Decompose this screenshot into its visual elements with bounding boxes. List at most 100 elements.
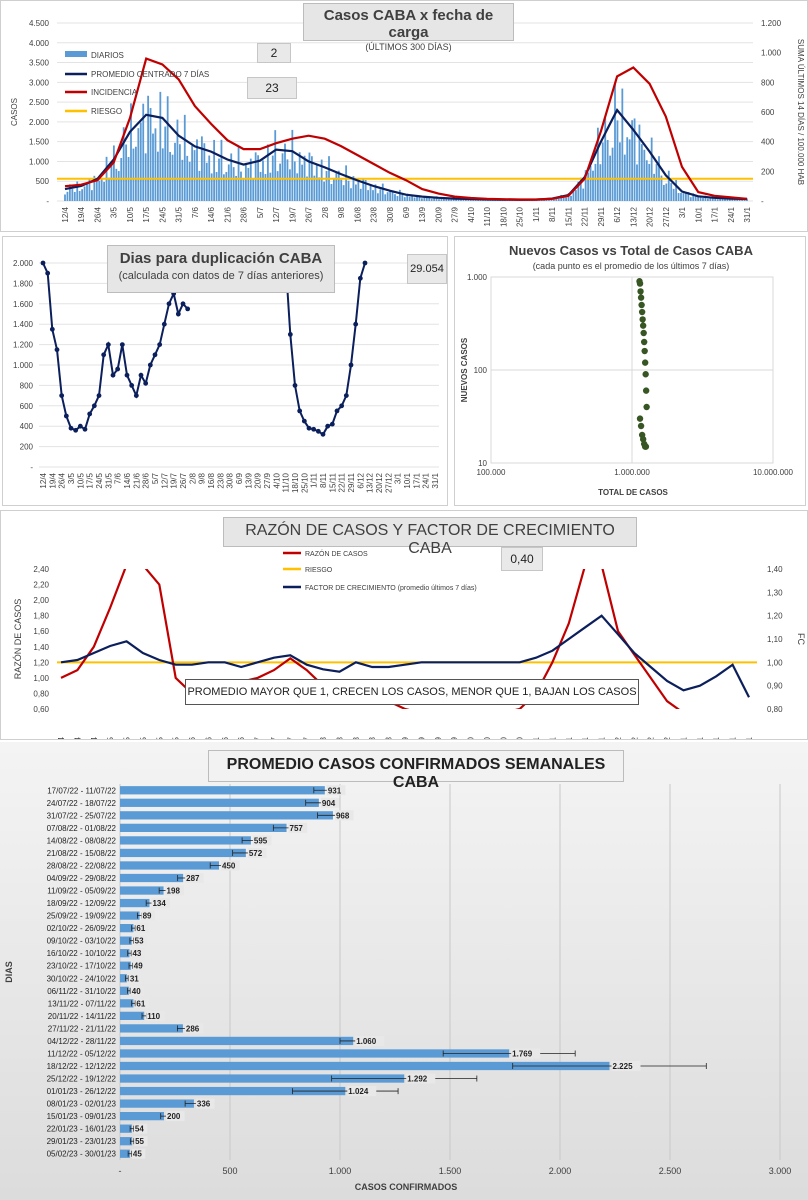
p1-daily-bar <box>682 193 685 201</box>
p2-x-tick-label: 6/12 <box>356 472 365 488</box>
p5-data-label: 198 <box>167 887 181 896</box>
p1-daily-bar <box>457 199 460 201</box>
p1-daily-bar <box>589 165 592 201</box>
p3-scatter-point <box>637 288 644 295</box>
p1-daily-bar <box>428 196 431 201</box>
p1-x-tick-label: 17/1 <box>711 206 720 222</box>
p1-daily-bar <box>306 176 308 201</box>
p1-daily-bar <box>220 139 223 201</box>
p3-scatter-point <box>641 359 649 366</box>
p4-y-tick-label: 1,60 <box>33 627 49 636</box>
p1-daily-bar <box>675 180 678 201</box>
p5-bar <box>120 1011 145 1021</box>
p5-bar <box>120 1036 354 1046</box>
p2-duplicacion-point <box>105 342 111 347</box>
p5-data-label: 54 <box>135 1125 144 1134</box>
p2-duplicacion-point <box>311 426 317 432</box>
p4-x-tick-label: 29/11 <box>598 736 607 740</box>
p5-data-label: 31 <box>130 974 139 983</box>
p5-data-label-bg <box>131 1148 146 1159</box>
p2-duplicacion-point <box>362 260 368 266</box>
p1-daily-bar <box>342 185 345 201</box>
p1-x-tick-label: 28/6 <box>240 206 249 222</box>
p1-y2-tick-label: - <box>761 197 764 206</box>
p5-data-label-bg <box>165 885 185 896</box>
p4-legend-bg <box>279 545 493 597</box>
p2-x-tick-label: 28/6 <box>142 472 151 488</box>
p4-x-tick-label: 20/12 <box>647 736 656 740</box>
p2-y-tick-label: 1.000 <box>13 361 34 370</box>
panel2-title-box: Dias para duplicación CABA (calculada co… <box>107 245 335 293</box>
p5-data-label: 904 <box>322 799 336 808</box>
p1-daily-bar <box>462 199 465 201</box>
p1-daily-bar <box>570 195 572 201</box>
p4-razon-line <box>60 569 680 709</box>
p1-y2-tick-label: 1.200 <box>761 19 782 28</box>
p1-daily-bar <box>582 188 585 201</box>
p1-daily-bar <box>440 198 443 201</box>
p5-data-label: 49 <box>134 962 143 971</box>
razon-factor-chart: 2,40 2,20 2,00 1,80 1,60 1,40 1,20 1,00 0,80 0,60… <box>13 545 806 740</box>
p1-daily-bar <box>447 199 450 201</box>
p1-daily-bar <box>108 177 110 201</box>
p1-y2-axis-label: SUMA ÚLTIMOS 14 DÍAS / 100.000 HAB <box>796 39 805 185</box>
p2-duplicacion-point <box>124 372 130 378</box>
p2-duplicacion-point <box>348 362 354 368</box>
p1-x-tick-label: 24/1 <box>727 206 736 222</box>
p2-y-tick-label: 800 <box>20 381 34 390</box>
p4-y2-axis-label: FC <box>796 633 806 645</box>
panel2-subtitle: (calculada con datos de 7 días anteriore… <box>118 270 324 282</box>
p1-daily-bar <box>724 198 726 201</box>
p1-daily-bar <box>357 180 360 201</box>
p4-y2-tick-label: 1,00 <box>767 658 783 667</box>
p2-duplicacion-point <box>357 275 363 281</box>
p5-x-tick-label: 3.000 <box>769 1166 792 1176</box>
p1-daily-bar <box>736 198 739 201</box>
p4-legend-label: RAZÓN DE CASOS <box>305 549 368 558</box>
p1-daily-bar <box>636 164 638 201</box>
p5-data-label-bg <box>406 1073 436 1084</box>
p5-bar <box>120 1086 346 1096</box>
p2-y-tick-label: 1.600 <box>13 300 34 309</box>
p2-duplicacion-point <box>133 393 139 398</box>
p1-x-tick-label: 3/5 <box>110 206 119 218</box>
dias-duplicacion-chart: 2.000 1.800 1.600 1.400 1.200 1.000 800 600 400 2… <box>13 259 440 493</box>
p5-x-tick-label: 1.500 <box>439 1166 462 1176</box>
p5-category-label: 06/11/22 - 31/10/22 <box>47 987 116 996</box>
panel1-subtitle: (ÚLTIMOS 300 DÍAS) <box>365 42 452 52</box>
p1-daily-bar <box>335 172 338 201</box>
p1-daily-bar <box>112 145 115 201</box>
p2-x-tick-label: 10/1 <box>403 472 412 488</box>
p5-bar <box>120 999 134 1008</box>
p2-x-tick-label: 3/5 <box>67 472 76 484</box>
p1-daily-bar <box>308 152 311 201</box>
p1-daily-bar <box>359 188 362 201</box>
p1-daily-bar <box>618 142 621 201</box>
p1-daily-bar <box>169 151 172 201</box>
p1-daily-bar <box>352 176 355 201</box>
p4-x-tick-label: 11/10 <box>483 736 492 740</box>
p1-daily-bar <box>200 136 203 201</box>
p5-data-label-bg <box>146 1010 165 1021</box>
p1-daily-bar <box>423 196 426 201</box>
p5-category-label: 21/08/22 - 15/08/22 <box>47 849 117 858</box>
p5-data-label-bg <box>326 785 346 796</box>
p5-category-label: 08/01/23 - 02/01/23 <box>47 1100 117 1109</box>
p1-daily-bar <box>347 180 350 201</box>
p5-data-label-bg <box>611 1061 641 1071</box>
p2-x-tick-label: 2/8 <box>188 472 197 484</box>
p4-x-tick-label: 22/11 <box>581 736 590 740</box>
p3-scatter-point <box>637 422 645 430</box>
p1-daily-bar <box>86 183 88 201</box>
p1-daily-bar <box>579 177 582 201</box>
p1-x-tick-label: 31/1 <box>743 206 752 222</box>
p4-x-tick-label: 31/1 <box>745 736 754 740</box>
p1-daily-bar <box>191 145 194 201</box>
p2-x-tick-label: 10/5 <box>76 472 85 488</box>
p5-category-label: 22/01/23 - 16/01/23 <box>47 1125 117 1134</box>
p5-category-label: 05/02/23 - 30/01/23 <box>47 1150 117 1159</box>
p4-y2-tick-label: 1,30 <box>767 588 783 597</box>
p2-duplicacion-point <box>68 425 74 431</box>
p1-daily-bar <box>442 197 445 201</box>
p5-bar <box>120 986 129 995</box>
